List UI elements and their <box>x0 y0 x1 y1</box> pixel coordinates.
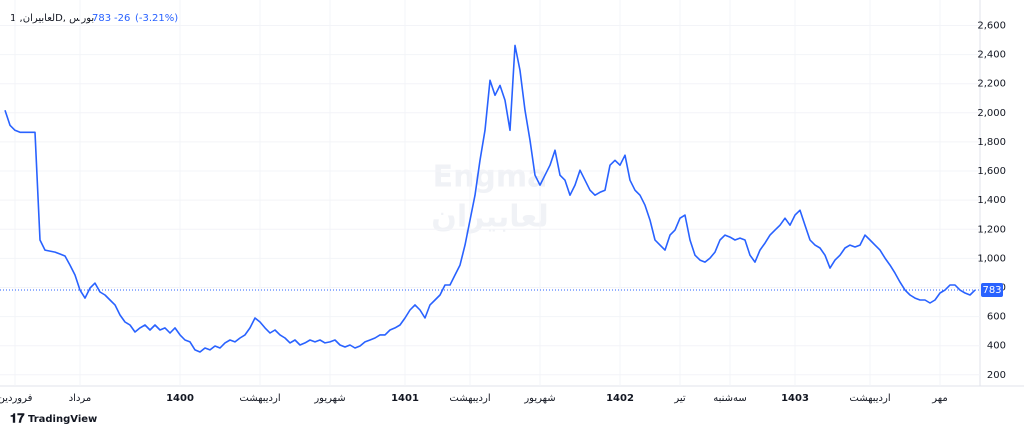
change: -26 <box>114 13 130 24</box>
y-tick-label: 2,600 <box>977 20 1006 31</box>
x-tick-label: 1401 <box>391 393 419 404</box>
x-tick-label: فروردین <box>0 393 33 404</box>
y-tick-label: 2,000 <box>977 108 1006 119</box>
x-tick-label: سه‌شنبه <box>713 393 747 404</box>
x-tick-label: 1403 <box>781 393 809 404</box>
x-tick-label: اردیبهشت <box>449 393 490 404</box>
x-tick-label: شهریور <box>313 393 345 404</box>
watermark: لعابیران <box>431 200 549 235</box>
logo: 𝟏𝟕 <box>10 412 25 427</box>
x-tick-label: 1400 <box>166 393 194 404</box>
x-tick-label: مرداد <box>69 393 92 404</box>
x-tick-label: مهر <box>931 393 947 404</box>
watermark: Engma <box>433 160 548 195</box>
y-tick-label: 2,200 <box>977 79 1006 90</box>
y-tick-label: 1,600 <box>977 166 1006 177</box>
y-tick-label: 200 <box>987 370 1006 381</box>
y-tick-label: 1,400 <box>977 195 1006 206</box>
x-tick-label: اردیبهشت <box>849 393 890 404</box>
brand: TradingView <box>28 414 97 425</box>
symbol: لعابیران, 1D, بورس <box>10 13 94 24</box>
price-tag-label: 783 <box>982 285 1001 296</box>
y-tick-label: 2,400 <box>977 50 1006 61</box>
x-tick-label: تیر <box>673 393 686 404</box>
price-line <box>4 44 976 353</box>
y-tick-label: 400 <box>987 341 1006 352</box>
x-tick-label: شهریور <box>523 393 555 404</box>
last-price: 783 <box>92 13 111 24</box>
change-pct: (-3.21%) <box>135 13 178 24</box>
x-tick-label: اردیبهشت <box>239 393 280 404</box>
plot: 2004006008001,0001,2001,4001,6001,8002,0… <box>0 0 1006 404</box>
x-tick-label: 1402 <box>606 393 634 404</box>
price-tag <box>981 282 1003 297</box>
y-tick-label: 1,200 <box>977 224 1006 235</box>
y-tick-label: 600 <box>987 312 1006 323</box>
y-tick-label: 1,800 <box>977 137 1006 148</box>
y-tick-label: 1,000 <box>977 253 1006 264</box>
